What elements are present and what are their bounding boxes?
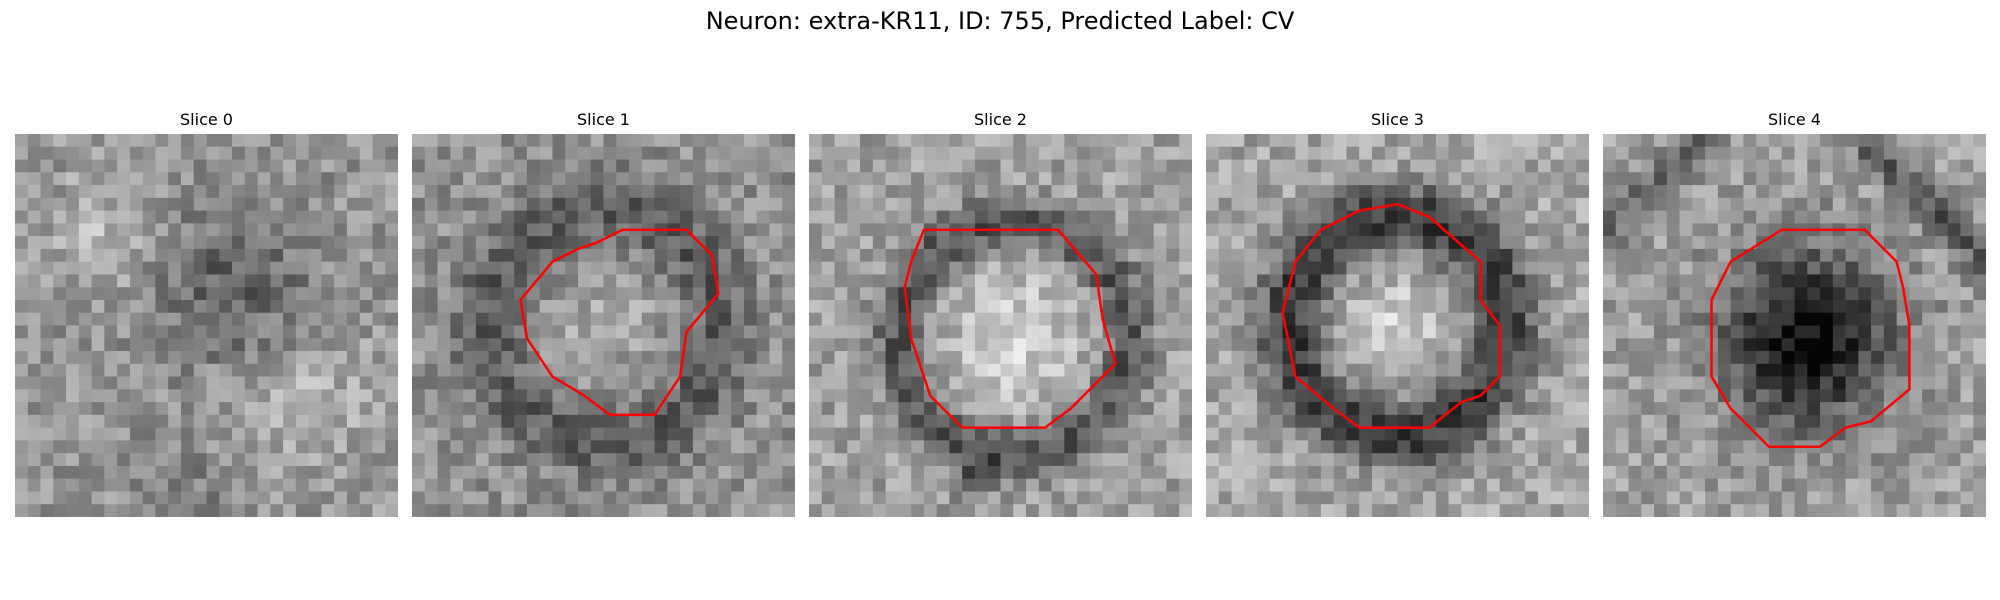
slice-title: Slice 2: [974, 110, 1027, 129]
grayscale-noise-image: [809, 134, 1192, 517]
contour-outline: [519, 228, 720, 417]
slice-panel-1: Slice 1: [412, 110, 795, 517]
slice-title: Slice 0: [180, 110, 233, 129]
slice-image: [1206, 134, 1589, 517]
slice-title: Slice 3: [1371, 110, 1424, 129]
contour-outline: [903, 228, 1117, 429]
contour-outline: [1710, 228, 1911, 449]
grayscale-noise-image: [412, 134, 795, 517]
slice-image: [412, 134, 795, 517]
slice-title: Slice 1: [577, 110, 630, 129]
slice-title: Slice 4: [1768, 110, 1821, 129]
grayscale-noise-image: [15, 134, 398, 517]
slice-panel-2: Slice 2: [809, 110, 1192, 517]
slice-image: [1603, 134, 1986, 517]
contour-outline: [1281, 202, 1501, 429]
figure-title: Neuron: extra-KR11, ID: 755, Predicted L…: [705, 7, 1295, 35]
slice-panel-4: Slice 4: [1603, 110, 1986, 517]
slice-panel-3: Slice 3: [1206, 110, 1589, 517]
slice-image: [809, 134, 1192, 517]
slice-image: [15, 134, 398, 517]
slice-panel-0: Slice 0: [15, 110, 398, 517]
grayscale-noise-image: [1603, 134, 1986, 517]
grayscale-noise-image: [1206, 134, 1589, 517]
